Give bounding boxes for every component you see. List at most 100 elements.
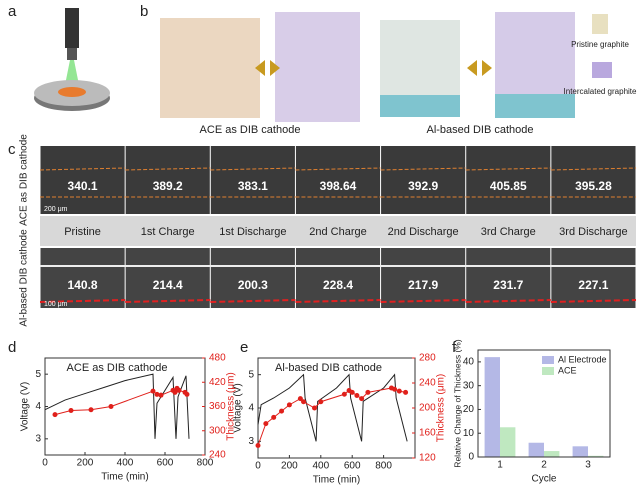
x-axis-label: Cycle [531, 474, 556, 485]
micrograph [295, 248, 381, 308]
x-tick-label: 0 [42, 458, 48, 469]
series-line [54, 387, 188, 416]
micrograph [466, 248, 551, 308]
thickness-value: 389.2 [153, 179, 183, 193]
data-point [263, 421, 269, 427]
cube-illustrations [160, 12, 612, 122]
x-tick-label: 800 [197, 458, 214, 469]
edge-line [125, 299, 211, 303]
y-tick-label: 4 [35, 401, 41, 412]
data-point [341, 391, 347, 397]
data-point [279, 408, 285, 414]
bar [500, 427, 516, 457]
stage-label: 1st Charge [141, 226, 195, 238]
y2-axis-label: Thickness (μm) [436, 374, 447, 443]
y-tick-label: 0 [468, 452, 474, 463]
micrograph-panel: ACE as DIB cathode Al-based DIB cathode AC… [19, 124, 637, 327]
legend-label: Intercalated graphite [564, 87, 637, 96]
stage-label: 1st Discharge [219, 226, 286, 238]
panel-label: d [8, 339, 16, 356]
edge-line [39, 299, 126, 303]
panel-label: e [240, 339, 248, 356]
edge-line [380, 299, 466, 303]
y-tick-label: 30 [463, 380, 475, 391]
legend-swatch [542, 356, 554, 364]
thickness-value: 217.9 [408, 278, 438, 292]
stage-band [40, 216, 636, 246]
thickness-value: 214.4 [153, 278, 183, 292]
panel-label: a [8, 3, 17, 20]
data-point [403, 389, 409, 395]
panel-label: b [140, 3, 148, 20]
thickness-value: 395.28 [575, 179, 612, 193]
series-line [257, 373, 408, 442]
thickness-value: 140.8 [68, 278, 98, 292]
x-tick-label: 200 [281, 461, 298, 472]
x-tick-label: 3 [585, 460, 591, 471]
data-point [172, 389, 178, 395]
data-point [68, 408, 74, 414]
data-point [396, 388, 402, 394]
bar [544, 451, 560, 457]
thickness-value: 200.3 [238, 278, 268, 292]
section-title: ACE as DIB cathode [200, 124, 301, 136]
data-point [150, 388, 156, 394]
data-point [392, 386, 398, 392]
plot-frame [477, 349, 611, 458]
edge-line [39, 167, 126, 171]
bar [484, 357, 500, 457]
y-tick-label: 40 [463, 357, 475, 368]
stage-label: 2nd Charge [309, 226, 367, 238]
x-tick-label: 800 [375, 461, 392, 472]
x-tick-label: 200 [77, 458, 94, 469]
micrograph [551, 248, 636, 308]
y-axis-label: Voltage (V) [20, 382, 31, 431]
y2-axis-label: Thickness (μm) [226, 372, 237, 441]
bar [572, 446, 588, 457]
micrograph [125, 248, 210, 308]
edge-line [380, 167, 466, 171]
data-point [301, 399, 307, 405]
data-point [184, 391, 190, 397]
data-point [255, 443, 261, 448]
data-point [108, 404, 114, 409]
stage-label: 2nd Discharge [388, 226, 459, 238]
series-line [257, 387, 406, 446]
scale-bar: 200 μm [44, 206, 68, 213]
thickness-value: 228.4 [323, 278, 353, 292]
thickness-value: 405.85 [490, 179, 527, 193]
legend-label: Pristine graphite [571, 40, 629, 49]
data-point [365, 389, 371, 395]
data-point [359, 396, 365, 402]
data-point [176, 387, 182, 393]
legend-swatch [542, 367, 554, 375]
data-point [318, 399, 324, 405]
edge-line [210, 167, 296, 171]
y-axis-label: Voltage (V) [233, 383, 244, 432]
y-axis-label: Relative Change of Thickness (%) [452, 339, 462, 468]
edge-line [295, 167, 381, 171]
x-tick-label: 600 [157, 458, 174, 469]
bar [588, 455, 604, 457]
legend-label: Al Electrode [558, 354, 607, 364]
y-tick-label: 5 [248, 369, 254, 380]
micrograph [40, 146, 125, 214]
data-point [154, 391, 160, 397]
y-tick-label: 3 [248, 436, 254, 447]
data-point [88, 407, 94, 413]
edge-line [210, 299, 296, 303]
y2-tick-label: 240 [209, 450, 226, 461]
micrograph [210, 248, 295, 308]
y2-tick-label: 360 [209, 401, 226, 412]
thickness-value: 227.1 [578, 278, 608, 292]
y2-tick-label: 280 [419, 353, 436, 364]
y-tick-label: 3 [35, 433, 41, 444]
stage-label: Pristine [64, 226, 101, 238]
data-point [286, 402, 292, 408]
legend-label: ACE [558, 365, 577, 375]
x-tick-label: 600 [344, 461, 361, 472]
data-point [158, 392, 164, 398]
x-tick-label: 400 [117, 458, 134, 469]
thickness-value: 340.1 [68, 179, 98, 193]
edge-line [465, 167, 551, 171]
